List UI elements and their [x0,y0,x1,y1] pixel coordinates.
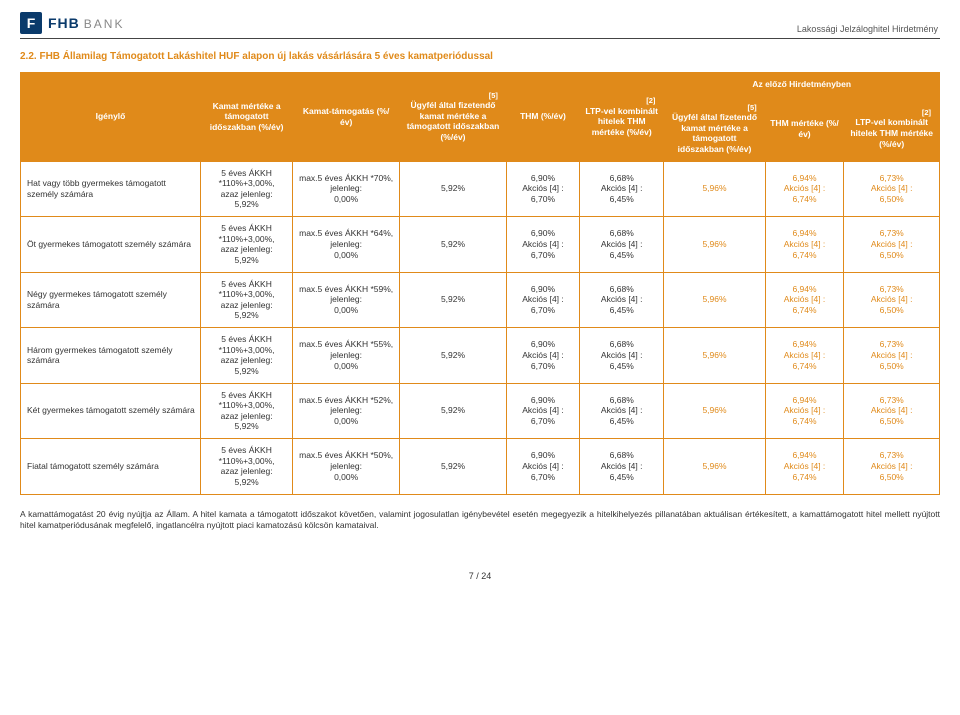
table-row: Két gyermekes támogatott személy számára… [21,383,940,439]
row-label: Három gyermekes támogatott személy számá… [21,328,201,384]
cell-kamat: 5 éves ÁKKH*110%+3,00%,azaz jelenleg:5,9… [200,161,292,217]
note-2b: [2] [848,108,935,117]
cell-prev-ltp: 6,73%Akciós [4] :6,50% [844,383,940,439]
table-row: Négy gyermekes támogatott személy számár… [21,272,940,328]
cell-thm: 6,90%Akciós [4] :6,70% [506,161,579,217]
footnote: A kamattámogatást 20 évig nyújtja az Áll… [20,509,940,532]
cell-prev-ugyfel: 5,96% [664,439,765,495]
divider [20,38,940,39]
cell-ugyfel: 5,92% [400,328,507,384]
th-prev-ugyfel: [5] Ügyfél által fizetendő kamat mértéke… [664,96,765,161]
cell-thm: 6,90%Akciós [4] :6,70% [506,272,579,328]
table-row: Három gyermekes támogatott személy számá… [21,328,940,384]
table-row: Öt gyermekes támogatott személy számára5… [21,217,940,273]
cell-prev-thm: 6,94%Akciós [4] :6,74% [765,328,844,384]
note-5b: [5] [668,103,760,112]
doc-subtitle: Lakossági Jelzáloghitel Hirdetmény [797,24,938,34]
cell-ltp: 6,68%Akciós [4] :6,45% [580,161,664,217]
cell-thm: 6,90%Akciós [4] :6,70% [506,383,579,439]
cell-tamogatas: max.5 éves ÁKKH *55%,jelenleg:0,00% [293,328,400,384]
cell-thm: 6,90%Akciós [4] :6,70% [506,439,579,495]
row-label: Hat vagy több gyermekes támogatott szemé… [21,161,201,217]
cell-prev-ugyfel: 5,96% [664,272,765,328]
cell-tamogatas: max.5 éves ÁKKH *70%,jelenleg:0,00% [293,161,400,217]
note-5: [5] [404,91,502,100]
logo-fhb-text: FHB [48,15,80,31]
cell-kamat: 5 éves ÁKKH*110%+3,00%,azaz jelenleg:5,9… [200,272,292,328]
cell-prev-ltp: 6,73%Akciós [4] :6,50% [844,161,940,217]
logo-icon: F [20,12,42,34]
cell-prev-ltp: 6,73%Akciós [4] :6,50% [844,328,940,384]
cell-prev-ugyfel: 5,96% [664,217,765,273]
cell-thm: 6,90%Akciós [4] :6,70% [506,328,579,384]
cell-kamat: 5 éves ÁKKH*110%+3,00%,azaz jelenleg:5,9… [200,383,292,439]
cell-prev-ltp: 6,73%Akciós [4] :6,50% [844,439,940,495]
cell-ugyfel: 5,92% [400,161,507,217]
cell-tamogatas: max.5 éves ÁKKH *64%,jelenleg:0,00% [293,217,400,273]
cell-prev-ugyfel: 5,96% [664,161,765,217]
cell-tamogatas: max.5 éves ÁKKH *50%,jelenleg:0,00% [293,439,400,495]
cell-thm: 6,90%Akciós [4] :6,70% [506,217,579,273]
cell-prev-ugyfel: 5,96% [664,383,765,439]
row-label: Öt gyermekes támogatott személy számára [21,217,201,273]
table-row: Fiatal támogatott személy számára5 éves … [21,439,940,495]
note-2: [2] [584,96,659,105]
th-applicant: Igénylő [21,73,201,162]
cell-tamogatas: max.5 éves ÁKKH *59%,jelenleg:0,00% [293,272,400,328]
cell-prev-thm: 6,94%Akciós [4] :6,74% [765,383,844,439]
cell-prev-thm: 6,94%Akciós [4] :6,74% [765,217,844,273]
cell-prev-thm: 6,94%Akciós [4] :6,74% [765,439,844,495]
cell-kamat: 5 éves ÁKKH*110%+3,00%,azaz jelenleg:5,9… [200,439,292,495]
cell-ltp: 6,68%Akciós [4] :6,45% [580,328,664,384]
logo-bank-text: BANK [84,17,125,31]
th-prev-thm: THM mértéke (%/év) [765,96,844,161]
cell-ugyfel: 5,92% [400,383,507,439]
cell-prev-ltp: 6,73%Akciós [4] :6,50% [844,217,940,273]
cell-prev-thm: 6,94%Akciós [4] :6,74% [765,161,844,217]
cell-ltp: 6,68%Akciós [4] :6,45% [580,383,664,439]
th-prev-ltp-label: LTP-vel kombinált hitelek THM mértéke (%… [850,117,933,148]
cell-ugyfel: 5,92% [400,272,507,328]
row-label: Fiatal támogatott személy számára [21,439,201,495]
rates-table: Igénylő Kamat mértéke a támogatott idősz… [20,72,940,495]
th-ugyfel: [5] Ügyfél által fizetendő kamat mértéke… [400,73,507,162]
cell-prev-thm: 6,94%Akciós [4] :6,74% [765,272,844,328]
cell-prev-ugyfel: 5,96% [664,328,765,384]
th-tamogatas: Kamat-támogatás (%/év) [293,73,400,162]
th-ltp-label: LTP-vel kombinált hitelek THM mértéke (%… [585,106,658,137]
section-title: 2.2. FHB Államilag Támogatott Lakáshitel… [20,51,940,62]
cell-kamat: 5 éves ÁKKH*110%+3,00%,azaz jelenleg:5,9… [200,217,292,273]
cell-ugyfel: 5,92% [400,217,507,273]
th-kamat: Kamat mértéke a támogatott időszakban (%… [200,73,292,162]
th-thm: THM (%/év) [506,73,579,162]
cell-kamat: 5 éves ÁKKH*110%+3,00%,azaz jelenleg:5,9… [200,328,292,384]
row-label: Négy gyermekes támogatott személy számár… [21,272,201,328]
cell-ltp: 6,68%Akciós [4] :6,45% [580,272,664,328]
cell-tamogatas: max.5 éves ÁKKH *52%,jelenleg:0,00% [293,383,400,439]
cell-ugyfel: 5,92% [400,439,507,495]
th-prev-ltp: [2] LTP-vel kombinált hitelek THM mérték… [844,96,940,161]
th-prev-group: Az előző Hirdetményben [664,73,940,97]
cell-ltp: 6,68%Akciós [4] :6,45% [580,439,664,495]
table-row: Hat vagy több gyermekes támogatott szemé… [21,161,940,217]
row-label: Két gyermekes támogatott személy számára [21,383,201,439]
th-ugyfel-label: Ügyfél által fizetendő kamat mértéke a t… [407,100,500,142]
th-prev-ugyfel-label: Ügyfél által fizetendő kamat mértéke a t… [672,112,757,154]
th-ltp: [2] LTP-vel kombinált hitelek THM mérték… [580,73,664,162]
cell-prev-ltp: 6,73%Akciós [4] :6,50% [844,272,940,328]
cell-ltp: 6,68%Akciós [4] :6,45% [580,217,664,273]
page-number: 7 / 24 [20,571,940,581]
